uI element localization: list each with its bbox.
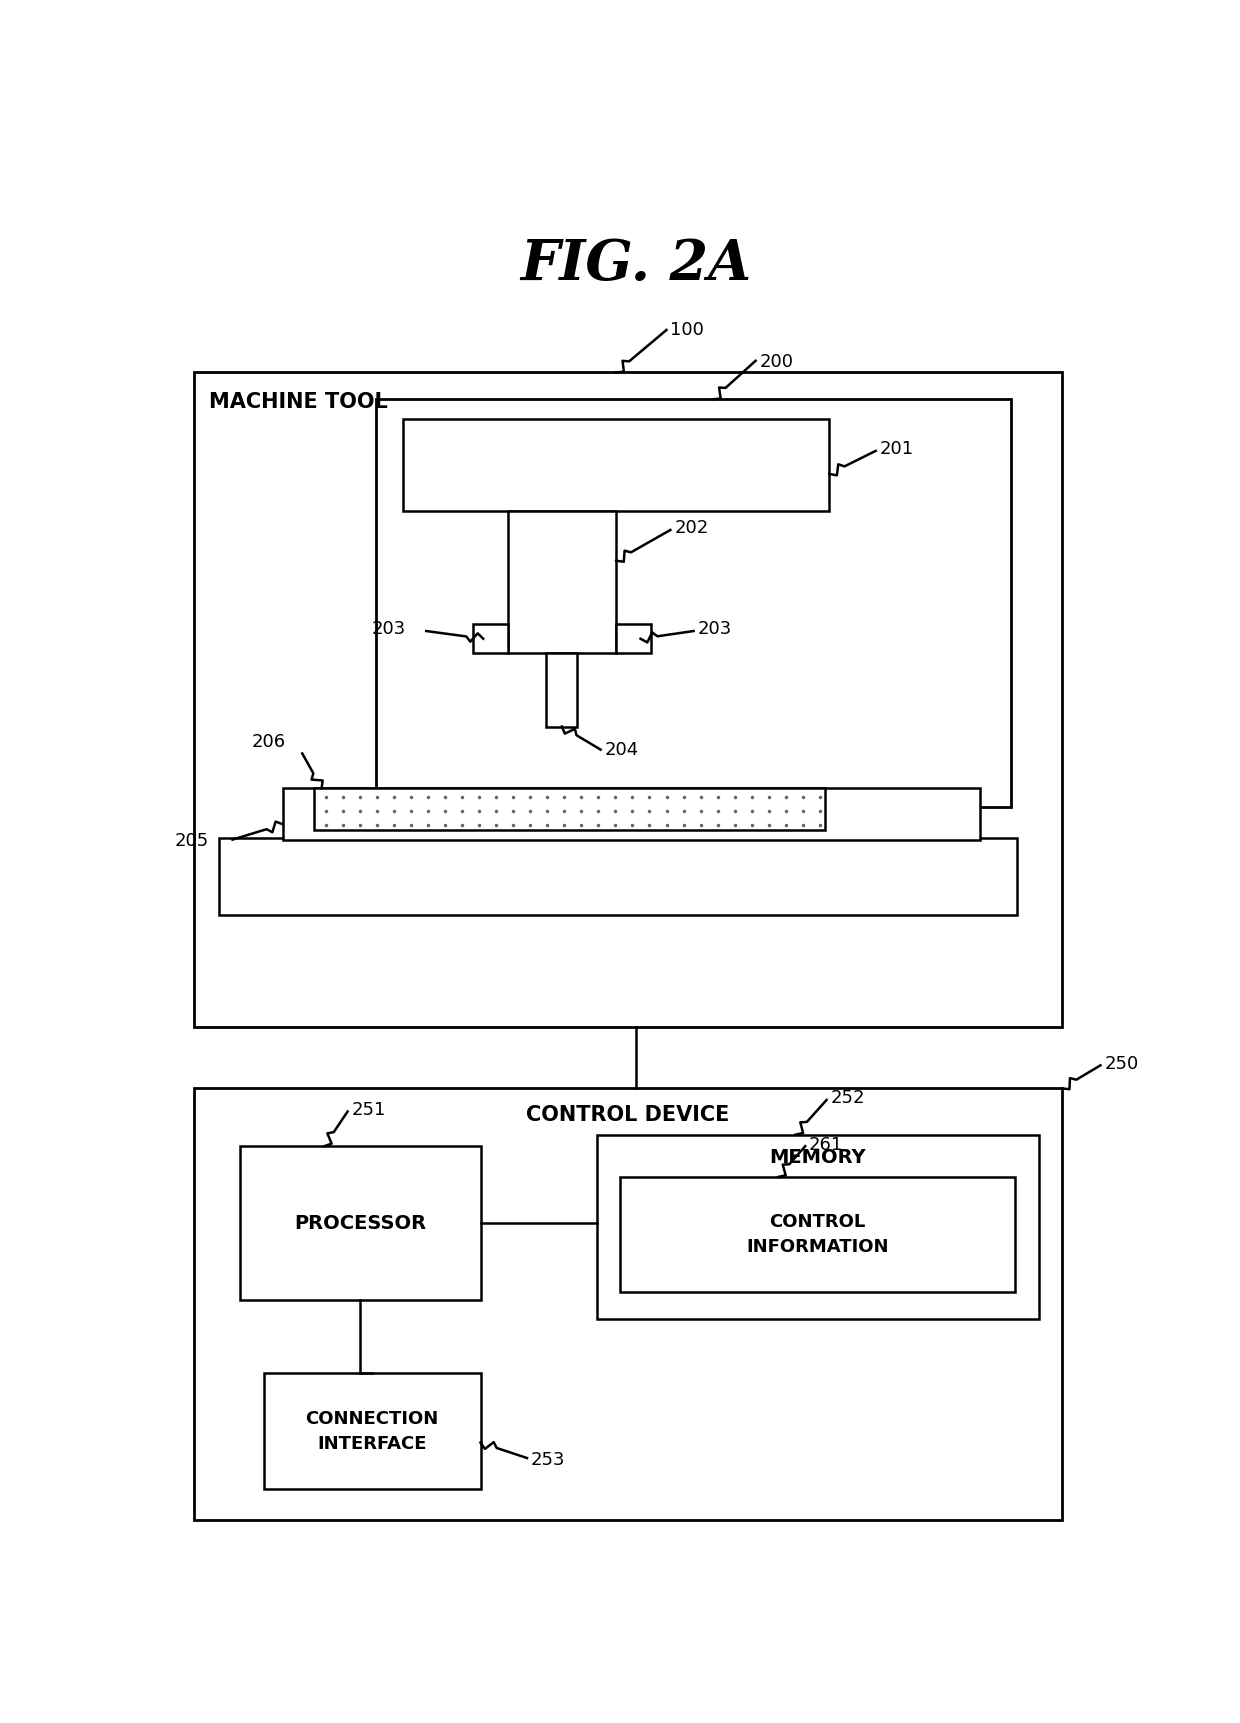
Text: 201: 201 <box>879 441 914 458</box>
Bar <box>547 653 578 727</box>
Bar <box>314 787 826 830</box>
Text: CONNECTION
INTERFACE: CONNECTION INTERFACE <box>305 1409 439 1452</box>
Text: MACHINE TOOL: MACHINE TOOL <box>210 391 388 412</box>
Bar <box>403 419 830 512</box>
Text: 200: 200 <box>759 353 794 370</box>
Bar <box>376 400 1012 808</box>
Bar <box>616 624 651 653</box>
Bar <box>193 372 1061 1027</box>
Text: 100: 100 <box>671 320 704 339</box>
Text: 204: 204 <box>605 741 639 758</box>
Bar <box>193 1089 1061 1520</box>
Text: FIG. 2A: FIG. 2A <box>520 238 751 291</box>
Text: 251: 251 <box>351 1101 386 1118</box>
Bar <box>620 1177 1016 1292</box>
Text: CONTROL DEVICE: CONTROL DEVICE <box>526 1106 729 1125</box>
Text: 203: 203 <box>372 620 407 639</box>
Text: 206: 206 <box>252 732 286 751</box>
Text: 205: 205 <box>175 832 208 849</box>
Text: CONTROL
INFORMATION: CONTROL INFORMATION <box>746 1213 889 1256</box>
Text: 253: 253 <box>531 1451 565 1468</box>
Bar <box>472 624 507 653</box>
Text: 202: 202 <box>675 519 708 538</box>
Text: 250: 250 <box>1105 1054 1138 1073</box>
Bar <box>507 512 616 653</box>
Text: MEMORY: MEMORY <box>769 1148 866 1166</box>
Bar <box>241 1146 481 1301</box>
Bar <box>218 837 1017 915</box>
Text: 261: 261 <box>808 1135 843 1154</box>
Bar <box>263 1373 481 1489</box>
Bar <box>596 1135 1039 1320</box>
Text: PROCESSOR: PROCESSOR <box>294 1213 427 1232</box>
Bar <box>283 787 981 839</box>
Text: 203: 203 <box>697 620 732 639</box>
Text: 252: 252 <box>831 1089 866 1108</box>
